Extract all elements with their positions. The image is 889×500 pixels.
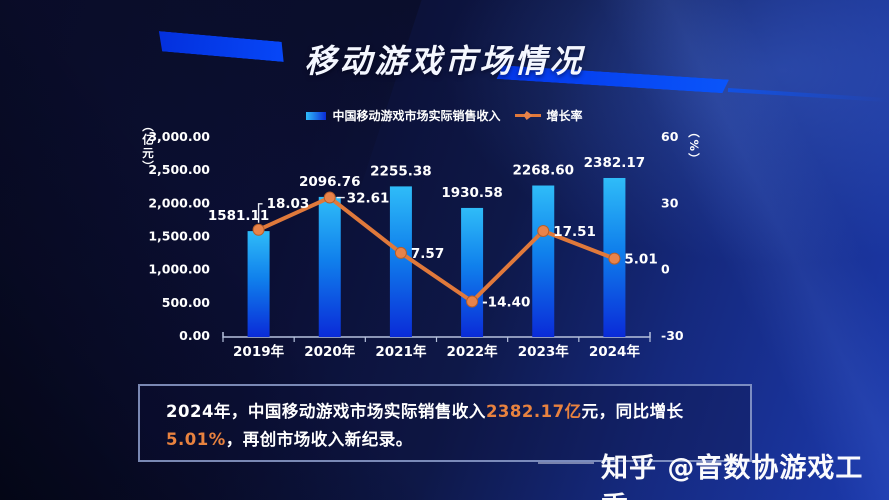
x-axis-label: 2020年 <box>304 343 356 360</box>
right-axis-unit: （%） <box>687 126 701 167</box>
right-axis-tick: 60 <box>661 129 679 144</box>
watermark-divider <box>538 462 594 464</box>
legend-label-revenue: 中国移动游戏市场实际销售收入 <box>332 109 501 123</box>
x-axis-line <box>222 332 651 338</box>
growth-marker <box>394 246 407 259</box>
growth-marker <box>537 224 550 237</box>
page-title: 移动游戏市场情况 <box>304 42 585 80</box>
summary-segment: 2024年，中国移动游戏市场实际销售收入 <box>166 402 486 421</box>
x-axis-label: 2022年 <box>447 343 499 360</box>
bar-value-label: 2255.38 <box>370 163 432 179</box>
watermark: 知乎 @音数协游戏工委 <box>601 453 864 500</box>
bar-swatch-icon <box>306 111 327 120</box>
left-axis-tick: 500.00 <box>162 295 211 310</box>
bar-value-label: 1581.11 <box>208 208 270 224</box>
growth-marker <box>466 295 479 308</box>
right-axis-tick: 30 <box>661 195 679 210</box>
legend-label-growth: 增长率 <box>546 109 583 123</box>
growth-value-label: 7.57 <box>411 246 444 262</box>
line-arrow-icon <box>514 114 541 117</box>
right-axis-tick: -30 <box>661 328 684 343</box>
bar-2020年 <box>318 196 341 337</box>
summary-segment: 5.01% <box>166 430 226 450</box>
left-axis-unit: （亿元） <box>141 120 155 174</box>
right-axis-tick: 0 <box>661 262 670 277</box>
left-axis-tick: 3,000.00 <box>148 129 210 144</box>
x-axis-label: 2024年 <box>589 343 641 360</box>
summary-box: 2024年，中国移动游戏市场实际销售收入2382.17亿元，同比增长 5.01%，… <box>138 384 752 462</box>
left-axis-tick: 0.00 <box>179 328 210 343</box>
growth-marker <box>252 223 265 236</box>
legend-item-revenue: 中国移动游戏市场实际销售收入 <box>306 107 501 124</box>
x-axis-label: 2021年 <box>375 343 427 360</box>
x-axis-label: 2019年 <box>233 343 285 360</box>
growth-value-label: 18.03 <box>267 196 310 212</box>
growth-value-label: -14.40 <box>482 295 530 311</box>
growth-value-label: 32.61 <box>347 191 390 207</box>
bar-value-label: 2096.76 <box>299 174 361 190</box>
bar-value-label: 1930.58 <box>441 185 503 201</box>
bar-2022年 <box>461 207 484 337</box>
chart-legend: 中国移动游戏市场实际销售收入 增长率 <box>0 107 889 124</box>
growth-marker <box>323 191 336 204</box>
left-axis-tick: 1,500.00 <box>148 229 210 244</box>
bar-2019年 <box>247 231 270 337</box>
legend-item-growth: 增长率 <box>514 107 583 124</box>
x-axis-label: 2023年 <box>518 343 570 360</box>
left-axis-tick: 2,000.00 <box>148 195 210 210</box>
bar-2021年 <box>389 186 412 337</box>
left-axis-tick: 1,000.00 <box>148 262 210 277</box>
growth-marker <box>608 252 621 265</box>
growth-value-label: 17.51 <box>553 224 596 240</box>
label-connector <box>257 203 263 223</box>
summary-segment: ，再创市场收入新纪录。 <box>225 430 413 450</box>
growth-value-label: 5.01 <box>624 252 657 268</box>
bar-value-label: 2268.60 <box>513 163 575 179</box>
summary-text: 2024年，中国移动游戏市场实际销售收入2382.17亿元，同比增长 5.01%，… <box>166 398 730 455</box>
bar-2023年 <box>532 185 555 337</box>
growth-line <box>256 195 617 304</box>
summary-segment: 元，同比增长 <box>581 402 684 421</box>
bar-value-label: 2382.17 <box>584 155 646 171</box>
summary-segment: 2382.17亿 <box>485 402 582 421</box>
left-axis-tick: 2,500.00 <box>148 162 210 177</box>
